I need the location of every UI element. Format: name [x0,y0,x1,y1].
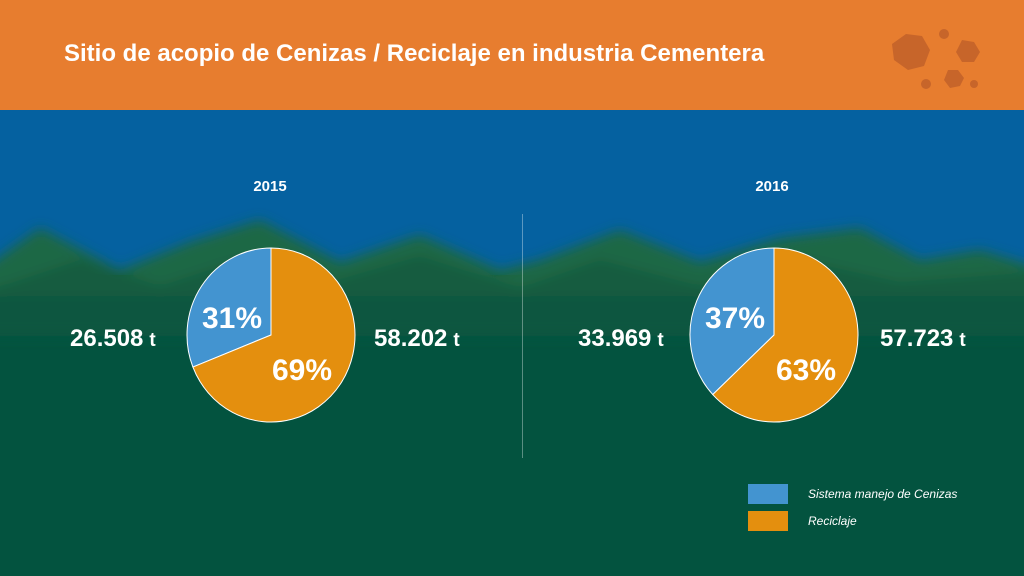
slice-reciclaje-2015 [192,247,356,423]
amount-label-cenizas-2016: 33.969 t [578,325,664,353]
percent-label-cenizas-2016: 37% [705,302,766,335]
amount-label-reciclaje-2016: 57.723 t [880,325,966,353]
page-title: Sitio de acopio de Cenizas / Reciclaje e… [64,40,765,67]
amount-unit: t [149,330,156,351]
legend-label-reciclaje: Reciclaje [808,514,857,528]
legend-label-cenizas: Sistema manejo de Cenizas [808,487,958,501]
slice-cenizas-2016 [689,247,775,396]
chart-divider [522,214,523,458]
header-bar: Sitio de acopio de Cenizas / Reciclaje e… [0,0,1024,110]
percent-label-reciclaje-2015: 69% [272,354,333,387]
amount-label-cenizas-2015: 26.508 t [70,325,156,353]
year-label-2016: 2016 [755,178,789,195]
legend-swatch-cenizas [748,484,788,504]
pie-chart-2016 [689,247,859,423]
amount-value: 26.508 [70,325,144,352]
percent-label-cenizas-2015: 31% [202,302,263,335]
legend-swatch-reciclaje [748,511,788,531]
amount-label-reciclaje-2015: 58.202 t [374,325,460,353]
amount-value: 57.723 [880,325,954,352]
hexagon-cluster-logo-icon [892,29,980,89]
pie-chart-2015 [186,247,356,423]
amount-value: 58.202 [374,325,448,352]
slice-cenizas-2015 [186,247,272,368]
amount-value: 33.969 [578,325,652,352]
amount-unit: t [657,330,664,351]
slice-reciclaje-2016 [712,247,859,423]
percent-label-reciclaje-2016: 63% [776,354,837,387]
year-label-2015: 2015 [253,178,287,195]
amount-unit: t [453,330,460,351]
amount-unit: t [959,330,966,351]
